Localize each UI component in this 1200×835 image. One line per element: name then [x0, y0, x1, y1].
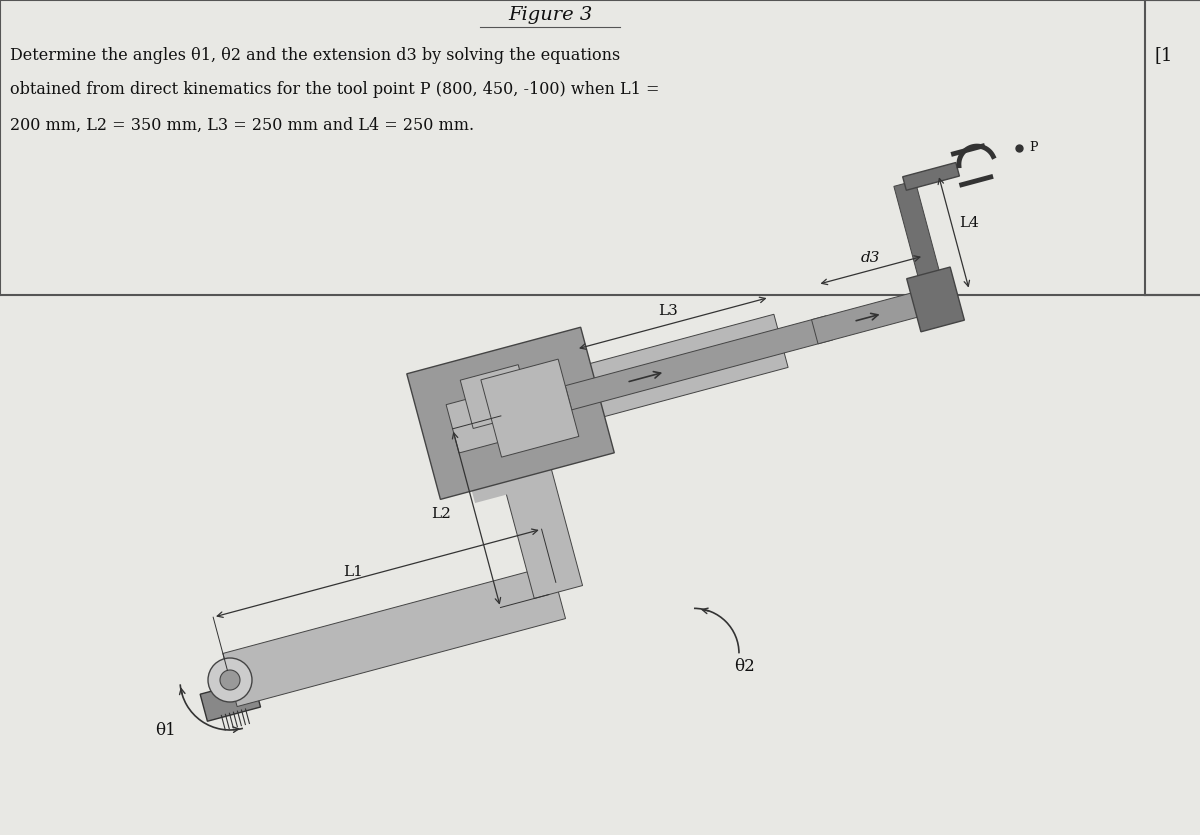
Polygon shape — [481, 359, 578, 457]
Text: L3: L3 — [658, 304, 678, 318]
Text: θ1: θ1 — [155, 722, 175, 739]
Polygon shape — [475, 403, 552, 480]
Text: L1: L1 — [343, 565, 364, 579]
Polygon shape — [461, 436, 528, 503]
Polygon shape — [461, 365, 532, 428]
Text: L2: L2 — [432, 507, 451, 521]
Polygon shape — [504, 386, 562, 443]
Polygon shape — [407, 327, 614, 499]
Circle shape — [208, 658, 252, 702]
Polygon shape — [907, 267, 965, 331]
Text: 200 mm, L2 = 350 mm, L3 = 250 mm and L4 = 250 mm.: 200 mm, L2 = 350 mm, L3 = 250 mm and L4 … — [10, 117, 474, 134]
Circle shape — [220, 670, 240, 690]
Text: [1: [1 — [1154, 46, 1174, 64]
Polygon shape — [506, 372, 574, 439]
Text: obtained from direct kinematics for the tool point P (800, 450, -100) when L1 =: obtained from direct kinematics for the … — [10, 82, 660, 99]
Polygon shape — [894, 180, 946, 302]
Text: θ2: θ2 — [734, 658, 755, 676]
Polygon shape — [484, 397, 557, 469]
Polygon shape — [446, 389, 517, 453]
Text: Determine the angles θ1, θ2 and the extension d3 by solving the equations: Determine the angles θ1, θ2 and the exte… — [10, 47, 620, 63]
Text: P: P — [1030, 141, 1038, 154]
Polygon shape — [486, 407, 582, 599]
Text: L4: L4 — [959, 216, 979, 230]
Polygon shape — [223, 565, 565, 706]
Polygon shape — [200, 680, 260, 721]
Polygon shape — [902, 163, 960, 190]
Polygon shape — [565, 316, 833, 410]
Polygon shape — [811, 287, 938, 344]
Polygon shape — [581, 314, 788, 419]
Polygon shape — [494, 392, 559, 456]
Text: Figure 3: Figure 3 — [508, 6, 592, 24]
Text: d3: d3 — [860, 251, 881, 266]
Polygon shape — [463, 423, 538, 498]
Polygon shape — [468, 412, 546, 490]
